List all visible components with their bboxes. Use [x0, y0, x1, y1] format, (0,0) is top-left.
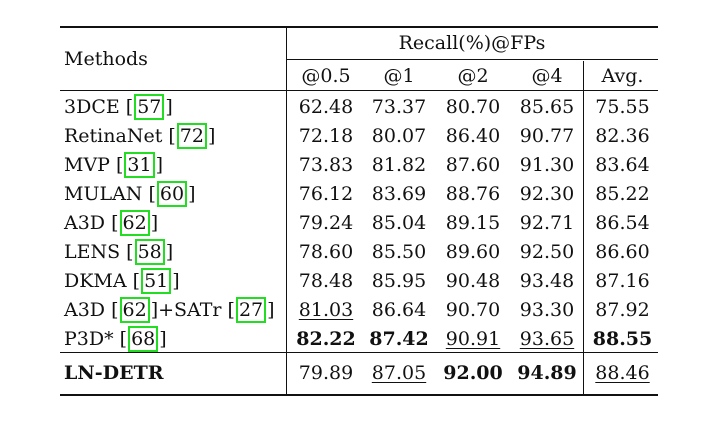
table-row: RetinaNet [72] 72.18 80.07 86.40 90.77 82.36	[60, 122, 658, 151]
table-row: 3DCE [57] 62.48 73.37 80.70 85.65 75.55	[60, 93, 658, 122]
recall-value: 93.48	[519, 270, 575, 292]
avg-column-divider	[583, 61, 584, 394]
table-row: LN-DETR 79.89 87.05 92.00 94.89 88.46	[60, 359, 658, 388]
recall-value: 86.54	[595, 212, 650, 234]
recall-value: 90.91	[445, 328, 501, 350]
citation-link[interactable]: 62	[119, 297, 150, 323]
method-name: MULAN [60]	[64, 181, 196, 207]
recall-value: 80.70	[445, 96, 501, 118]
recall-value: 90.77	[519, 125, 575, 147]
recall-value: 85.04	[371, 212, 427, 234]
citation-link[interactable]: 62	[119, 210, 150, 236]
citation-link[interactable]: 60	[156, 181, 188, 207]
recall-value: 85.50	[371, 241, 427, 263]
recall-value: 93.30	[519, 299, 575, 321]
recall-value: 88.55	[592, 328, 653, 350]
table-row: A3D [62]+SATr [27] 81.03 86.64 90.70 93.30 87…	[60, 296, 658, 325]
table-bottom-rule	[60, 394, 658, 396]
recall-value: 92.71	[519, 212, 575, 234]
header-rule	[60, 90, 658, 91]
method-name: A3D [62]	[64, 210, 159, 236]
recall-value: 79.89	[298, 362, 354, 384]
recall-value: 92.50	[519, 241, 575, 263]
recall-value: 80.07	[371, 125, 427, 147]
col-header-4: @4	[531, 65, 563, 87]
separator-rule	[60, 352, 658, 353]
col-header-2: @2	[457, 65, 489, 87]
recall-value: 89.15	[445, 212, 501, 234]
method-name: 3DCE [57]	[64, 94, 173, 120]
group-header-rule	[286, 59, 658, 60]
recall-value: 88.76	[445, 183, 501, 205]
method-name: A3D [62]+SATr [27]	[64, 297, 275, 323]
recall-value: 81.82	[371, 154, 427, 176]
citation-link[interactable]: 68	[128, 326, 159, 352]
citation-link[interactable]: 51	[141, 268, 172, 294]
recall-value: 76.12	[298, 183, 354, 205]
recall-value: 92.30	[519, 183, 575, 205]
citation-link[interactable]: 27	[235, 297, 267, 323]
table-row: P3D* [68] 82.22 87.42 90.91 93.65 88.55	[60, 325, 658, 354]
citation-link[interactable]: 31	[124, 152, 155, 178]
citation-link[interactable]: 58	[134, 239, 165, 265]
citation-link[interactable]: 57	[134, 94, 165, 120]
recall-value: 75.55	[595, 96, 650, 118]
method-column-divider	[286, 28, 287, 394]
recall-value: 91.30	[519, 154, 575, 176]
recall-value: 90.70	[445, 299, 501, 321]
recall-value: 86.64	[371, 299, 427, 321]
recall-value: 92.00	[443, 362, 503, 384]
recall-value: 78.60	[298, 241, 354, 263]
method-name: LENS [58]	[64, 239, 174, 265]
methods-header: Methods	[64, 48, 148, 70]
recall-value: 83.64	[595, 154, 650, 176]
recall-value: 89.60	[445, 241, 501, 263]
table-row: MVP [31] 73.83 81.82 87.60 91.30 83.64	[60, 151, 658, 180]
table-row: A3D [62] 79.24 85.04 89.15 92.71 86.54	[60, 209, 658, 238]
recall-value: 87.16	[595, 270, 650, 292]
method-name: DKMA [51]	[64, 268, 180, 294]
recall-value: 78.48	[298, 270, 354, 292]
method-name: P3D* [68]	[64, 326, 167, 352]
recall-value: 62.48	[298, 96, 354, 118]
recall-value: 90.48	[445, 270, 501, 292]
recall-value: 86.60	[595, 241, 650, 263]
recall-value: 87.42	[369, 328, 429, 350]
recall-value: 86.40	[445, 125, 501, 147]
method-name: LN-DETR	[64, 362, 164, 384]
recall-group-header: Recall(%)@FPs	[398, 32, 546, 54]
table-row: LENS [58] 78.60 85.50 89.60 92.50 86.60	[60, 238, 658, 267]
recall-value: 81.03	[298, 299, 354, 321]
recall-value: 72.18	[298, 125, 354, 147]
recall-value: 88.46	[595, 362, 650, 384]
method-name: RetinaNet [72]	[64, 123, 216, 149]
col-header-1: @1	[383, 65, 415, 87]
method-name: MVP [31]	[64, 152, 164, 178]
recall-value: 85.65	[519, 96, 575, 118]
recall-value: 82.36	[595, 125, 650, 147]
recall-value: 82.22	[296, 328, 356, 350]
recall-value: 87.05	[371, 362, 427, 384]
table-row: DKMA [51] 78.48 85.95 90.48 93.48 87.16	[60, 267, 658, 296]
column-header-row: @0.5 @1 @2 @4 Avg.	[60, 62, 658, 91]
recall-value: 93.65	[519, 328, 575, 350]
recall-value: 73.83	[298, 154, 354, 176]
recall-value: 87.92	[595, 299, 650, 321]
table-top-rule	[60, 26, 658, 28]
recall-value: 73.37	[371, 96, 427, 118]
recall-value: 85.95	[371, 270, 427, 292]
table-row: MULAN [60] 76.12 83.69 88.76 92.30 85.22	[60, 180, 658, 209]
col-header-0-5: @0.5	[301, 65, 351, 87]
recall-value: 85.22	[595, 183, 650, 205]
recall-value: 79.24	[298, 212, 354, 234]
recall-value: 94.89	[517, 362, 577, 384]
recall-value: 83.69	[371, 183, 427, 205]
recall-value: 87.60	[445, 154, 501, 176]
col-header-avg: Avg.	[601, 65, 644, 87]
citation-link[interactable]: 72	[176, 123, 207, 149]
